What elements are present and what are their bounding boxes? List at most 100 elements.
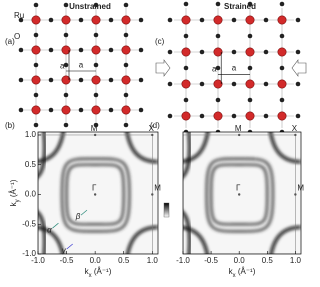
- o-atom: [231, 49, 237, 55]
- symmetry-point: [93, 193, 97, 196]
- ru-atom: [213, 47, 223, 57]
- o-atom: [215, 1, 221, 7]
- ru-atom: [121, 15, 131, 25]
- x-axis-label: kx (Å⁻¹): [229, 267, 256, 278]
- x-tick-label: -1.0: [31, 256, 45, 265]
- band-contour: [38, 132, 65, 163]
- o-atom: [263, 49, 269, 55]
- panel-label: (b): [5, 121, 15, 130]
- o-atom: [183, 33, 189, 39]
- o-atom: [78, 77, 84, 83]
- ru-atom: [277, 111, 287, 121]
- o-atom: [279, 1, 285, 7]
- o-atom: [63, 62, 69, 68]
- o-atom: [108, 107, 114, 113]
- x-axis-label-sub: x: [89, 273, 92, 279]
- ru-atom: [181, 47, 191, 57]
- y-axis-label: ky (Å⁻¹): [9, 179, 20, 206]
- o-atom: [183, 1, 189, 7]
- symmetry-label: Γ: [236, 184, 241, 193]
- y-axis-label-unit: (Å⁻¹): [9, 179, 18, 199]
- ru-atom: [181, 79, 191, 89]
- o-atom: [63, 122, 69, 128]
- o-atom: [108, 77, 114, 83]
- o-atom: [231, 113, 237, 119]
- o-atom: [123, 32, 129, 38]
- o-atom: [33, 32, 39, 38]
- x-tick-label: 0.5: [262, 256, 274, 265]
- o-atom: [138, 77, 144, 83]
- band-contour: [38, 226, 65, 254]
- o-atom: [231, 17, 237, 23]
- o-atom: [123, 62, 129, 68]
- panel-title: Unstrained: [69, 2, 111, 11]
- symmetry-label: M: [154, 184, 161, 193]
- band-contour: [209, 163, 269, 226]
- panel-label: (d): [150, 121, 160, 130]
- o-atom: [78, 47, 84, 53]
- o-atom: [33, 92, 39, 98]
- o-atom: [93, 32, 99, 38]
- o-atom: [215, 97, 221, 103]
- o-atom: [123, 92, 129, 98]
- band-label: γ: [62, 246, 67, 255]
- o-atom: [215, 65, 221, 71]
- band-contour: [269, 132, 301, 164]
- x-tick-label: 0.0: [90, 256, 102, 265]
- symmetry-label: M: [297, 184, 304, 193]
- x-tick-label: 0.0: [234, 256, 246, 265]
- frame: [182, 131, 302, 255]
- figure: (a) Unstrained a a Ru O (c) Strained a a (b) -1.0 -0…: [5, 1, 307, 279]
- o-atom: [138, 107, 144, 113]
- band-contour: [38, 132, 47, 179]
- o-atom: [33, 122, 39, 128]
- o-atom: [93, 92, 99, 98]
- y-tick-label: -0.5: [22, 219, 36, 228]
- x-tick-label: 0.5: [118, 256, 130, 265]
- x-tick-label: 1.0: [147, 256, 159, 265]
- band-pointer: [52, 222, 59, 229]
- ru-atom: [213, 15, 223, 25]
- band-contour: [65, 163, 125, 226]
- o-atom: [247, 1, 253, 7]
- symmetry-point: [294, 133, 297, 137]
- panel-label: (c): [155, 37, 165, 46]
- o-atom: [199, 17, 205, 23]
- symmetry-point: [151, 133, 154, 137]
- ru-atom: [91, 75, 101, 85]
- band-contour: [183, 226, 209, 254]
- ru-atom: [61, 45, 71, 55]
- x-tick-label: -0.5: [204, 256, 218, 265]
- x-axis-label-sub: x: [233, 273, 236, 279]
- lattice-label: a: [60, 62, 65, 71]
- arpes-image: [183, 132, 301, 254]
- symmetry-point: [151, 193, 154, 196]
- o-atom: [63, 2, 69, 8]
- o-atom: [279, 97, 285, 103]
- o-atom: [63, 32, 69, 38]
- o-atom: [247, 97, 253, 103]
- o-atom: [93, 2, 99, 8]
- band-contour: [126, 225, 158, 254]
- o-atom: [108, 47, 114, 53]
- o-atom: [247, 65, 253, 71]
- band-contour: [125, 132, 158, 164]
- o-atom: [183, 97, 189, 103]
- symmetry-point: [93, 133, 97, 137]
- o-atom: [215, 33, 221, 39]
- symmetry-label: X: [292, 124, 298, 133]
- ru-atom: [245, 47, 255, 57]
- o-atom: [48, 77, 54, 83]
- o-atom: [167, 49, 173, 55]
- ru-atom: [245, 15, 255, 25]
- ru-atom: [121, 75, 131, 85]
- x-tick-label: -1.0: [176, 256, 190, 265]
- band-contour: [183, 210, 192, 254]
- ru-atom: [245, 79, 255, 89]
- y-tick-label: 0.5: [25, 160, 37, 169]
- ru-atom: [277, 79, 287, 89]
- o-atom: [18, 107, 24, 113]
- ru-atom: [245, 111, 255, 121]
- band-label: β: [75, 212, 81, 221]
- o-atom: [33, 62, 39, 68]
